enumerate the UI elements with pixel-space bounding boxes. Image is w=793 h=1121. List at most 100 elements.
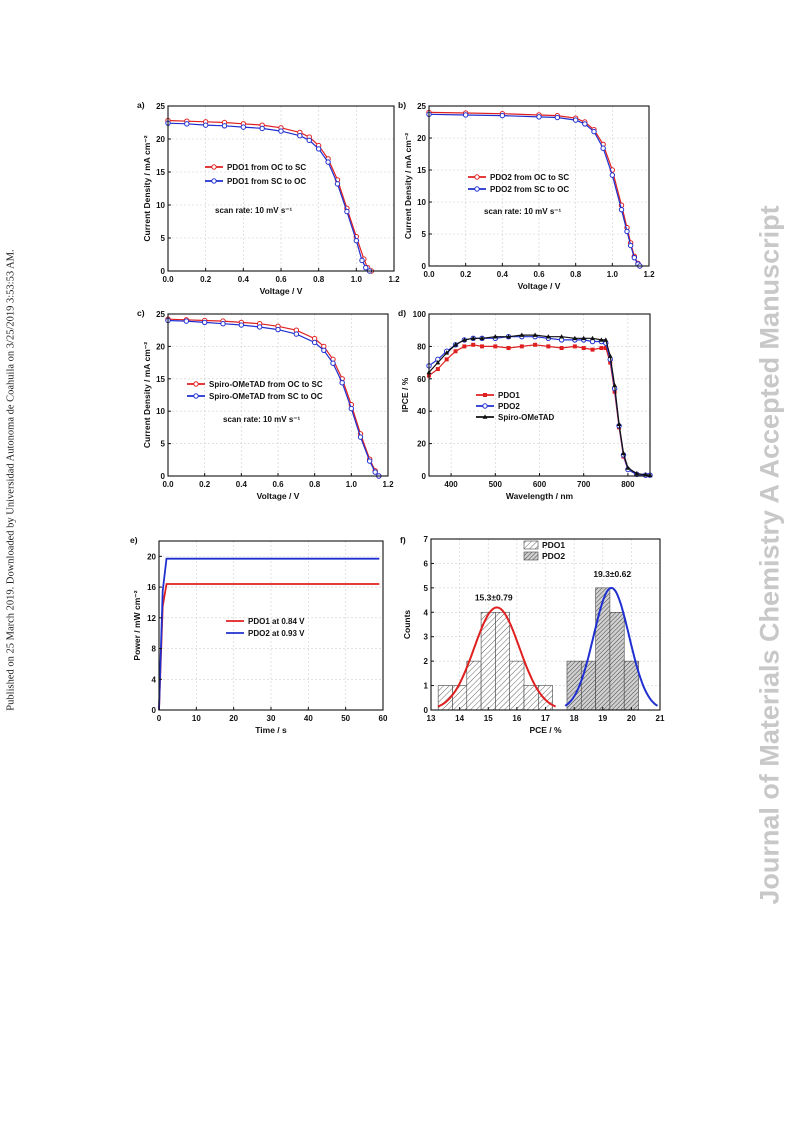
fit-annotation-pdo1: 15.3±0.79 [475,593,513,603]
legend-label-c-0: Spiro-OMeTAD from OC to SC [209,380,323,389]
publication-notice-text: Published on 25 March 2019. Downloaded b… [5,249,17,711]
y-tick-label: 5 [161,440,166,449]
data-point-b-1 [499,112,506,119]
x-tick-label: 1.2 [382,480,394,489]
x-axis-label: Time / s [255,725,287,735]
chart-d-svg: 400 500 600 700 800 0 20 40 60 80 100 Wavelength / … [398,308,653,501]
y-tick-label: 16 [147,583,156,592]
x-axis-label: Wavelength / nm [506,491,574,501]
data-point-b-1 [624,228,630,235]
histogram-bar-pdo2 [580,660,596,711]
x-tick-label: 0.4 [236,480,248,489]
data-point-d-0 [453,349,458,354]
data-point-c-1 [330,360,336,366]
chart-f-svg: 15.3±0.79 19.3±0.62 13 14 15 16 17 18 19 20 21 0 1 2 3… [400,535,665,735]
data-point-d-2 [643,472,648,477]
data-point-b-1 [631,254,638,261]
x-tick-label: 19 [598,714,607,723]
y-tick-label: 2 [424,657,429,666]
x-tick-label: 17 [541,714,550,723]
chart-e-svg: 0 10 20 30 40 50 60 0 4 8 12 16 20 Time / s Power / mW… [130,535,388,735]
x-tick-label: 0.2 [200,275,212,284]
y-tick-label: 6 [424,559,429,568]
histogram-bar-pdo2 [595,587,611,711]
data-point-d-0 [462,344,467,349]
panel-label: a) [137,100,145,110]
data-point-c-1 [366,458,373,464]
y-tick-label: 10 [417,198,426,207]
data-point-d-2 [603,337,609,342]
legend-marker-a-1 [211,178,217,184]
panel-label: e) [130,535,138,545]
x-axis-label: Voltage / V [260,286,303,296]
x-tick-label: 0.2 [199,480,211,489]
histogram-bar-pdo2 [609,611,625,711]
histogram-bar-pdo1 [495,611,511,711]
data-point-d-2 [532,332,538,337]
data-point-a-1 [353,237,360,244]
data-point-a-1 [259,125,265,132]
x-tick-label: 400 [444,480,458,489]
data-point-b-1 [554,114,561,121]
data-point-d-2 [435,360,441,365]
data-point-a-1 [334,181,341,187]
chart-panel-d: 400 500 600 700 800 0 20 40 60 80 100 Wavelength / … [396,306,659,508]
legend-label-d-0: PDO1 [498,391,520,400]
panel-label: d) [398,308,406,318]
x-tick-label: 1.0 [346,480,358,489]
histogram-bar-pdo1 [480,611,496,711]
y-tick-label: 25 [156,310,165,319]
scan-rate-annotation: scan rate: 10 mV s⁻¹ [484,207,561,216]
x-tick-label: 1.2 [388,275,400,284]
journal-watermark: Journal of Materials Chemistry A Accepte… [750,155,790,955]
data-point-d-2 [581,335,587,341]
data-point-d-0 [546,344,551,349]
y-tick-label: 80 [417,342,426,351]
chart-a-svg: 0.0 0.2 0.4 0.6 0.8 1.0 1.2 0 5 10 15 20 25 Voltage /… [137,100,400,296]
data-point-d-0 [493,344,498,349]
y-tick-label: 0 [152,706,157,715]
chart-panel-a: 0.0 0.2 0.4 0.6 0.8 1.0 1.2 0 5 10 15 20 25 Voltage /… [135,98,400,298]
x-axis-label: PCE / % [529,725,562,735]
chart-panel-c: 0.0 0.2 0.4 0.6 0.8 1.0 1.2 0 5 10 15 20 25 Voltage /… [135,306,397,508]
y-tick-label: 5 [424,584,429,593]
legend-label-e-1: PDO2 at 0.93 V [248,629,305,638]
data-point-d-2 [444,350,450,355]
data-point-c-1 [201,319,208,326]
legend-marker-c-0 [193,381,199,387]
x-tick-label: 800 [621,480,635,489]
data-point-c-1 [256,324,263,330]
y-tick-label: 1 [424,682,429,691]
x-tick-label: 0.6 [272,480,284,489]
y-tick-label: 0 [422,472,427,481]
data-point-d-0 [572,344,577,349]
x-tick-label: 13 [427,714,436,723]
data-point-d-0 [471,342,476,347]
y-tick-label: 10 [156,201,165,210]
x-tick-label: 21 [656,714,665,723]
data-point-d-0 [559,346,564,351]
data-point-d-2 [519,332,525,337]
scan-rate-annotation: scan rate: 10 mV s⁻¹ [215,206,292,215]
legend-label-pdo1: PDO1 [542,540,565,550]
data-point-d-2 [572,335,578,341]
data-point-c-1 [372,469,378,475]
x-tick-label: 0.6 [533,270,545,279]
legend-label-c-1: Spiro-OMeTAD from SC to OC [209,392,323,401]
y-tick-label: 20 [417,134,426,143]
data-point-a-1 [202,122,209,128]
y-tick-label: 4 [424,608,429,617]
data-point-a-1 [240,124,247,130]
chart-b-svg: 0.0 0.2 0.4 0.6 0.8 1.0 1.2 0 5 10 15 20 25 Voltage /… [398,100,655,291]
chart-c-svg: 0.0 0.2 0.4 0.6 0.8 1.0 1.2 0 5 10 15 20 25 Voltage /… [137,308,394,501]
data-point-b-1 [582,121,588,127]
journal-watermark-text: Journal of Materials Chemistry A Accepte… [754,205,785,905]
histogram-bar-pdo1 [452,685,468,711]
legend-label-e-0: PDO1 at 0.84 V [248,617,305,626]
data-point-d-2 [461,337,467,342]
legend-label-a-0: PDO1 from OC to SC [227,163,306,172]
data-point-b-1 [609,172,616,178]
data-point-d-0 [519,344,524,349]
x-axis-label: Voltage / V [518,281,561,291]
y-axis-label: Current Density / mA cm⁻² [142,342,152,448]
